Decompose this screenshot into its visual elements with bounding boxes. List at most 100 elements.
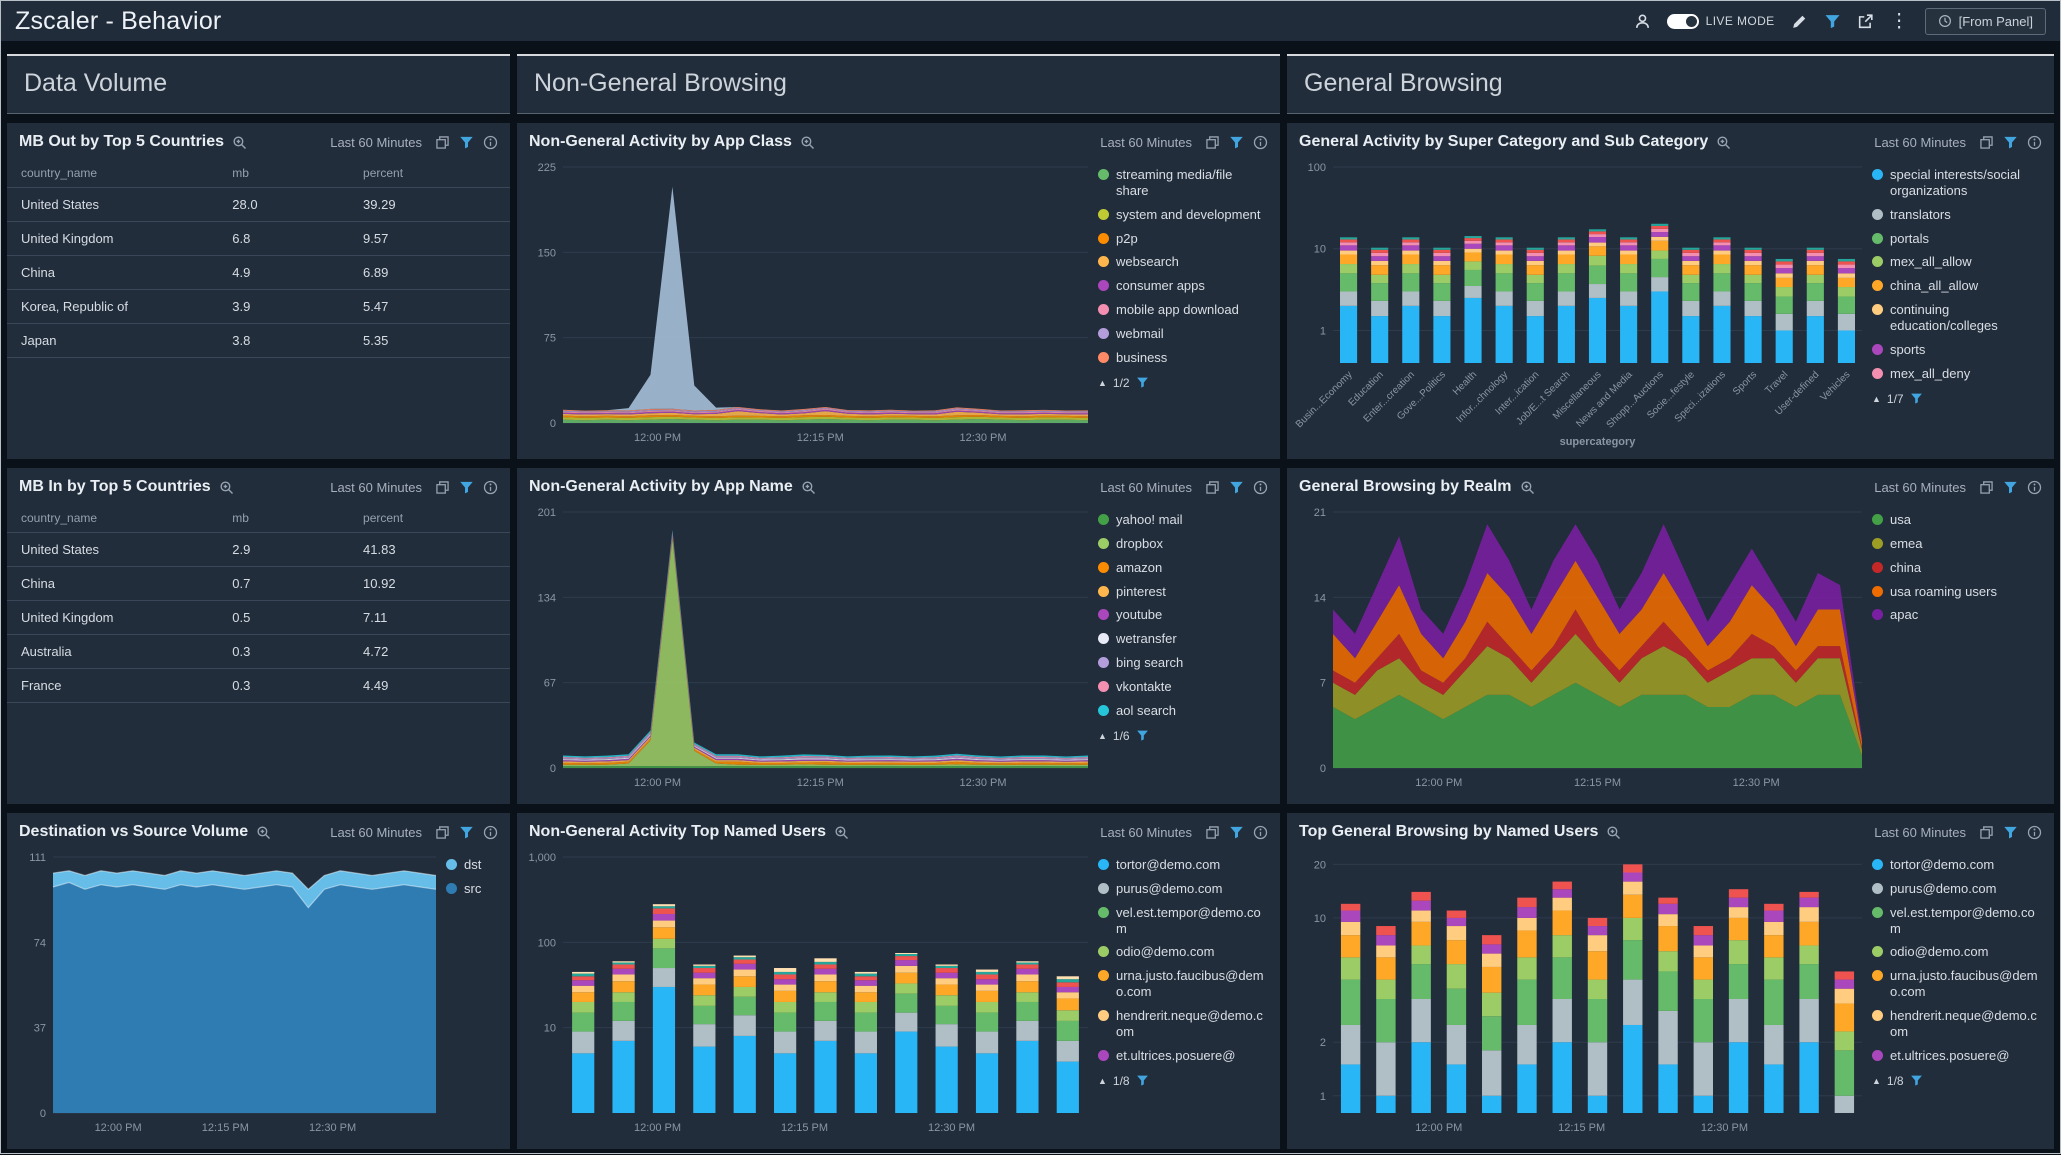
filter-icon[interactable] (459, 135, 474, 150)
share-icon[interactable] (1857, 13, 1874, 30)
pager-up-icon[interactable]: ▲ (1098, 378, 1107, 388)
filter-icon[interactable] (2003, 825, 2018, 840)
zoom-in-icon[interactable] (834, 825, 849, 840)
info-icon[interactable] (2027, 480, 2042, 495)
pencil-icon[interactable] (1791, 13, 1808, 30)
pager-up-icon[interactable]: ▲ (1098, 731, 1107, 741)
legend-item[interactable]: vkontakte (1098, 679, 1266, 695)
filter-icon[interactable] (1229, 480, 1244, 495)
legend-item[interactable]: odio@demo.com (1098, 944, 1266, 960)
info-icon[interactable] (2027, 825, 2042, 840)
panel-title[interactable]: Non-General Activity by App Class (529, 133, 792, 151)
copy-panel-icon[interactable] (1205, 825, 1220, 840)
time-range-label[interactable]: Last 60 Minutes (330, 480, 422, 495)
legend-item[interactable]: usa (1872, 512, 2040, 528)
time-range-label[interactable]: Last 60 Minutes (1100, 480, 1192, 495)
legend-item[interactable]: streaming media/file share (1098, 167, 1266, 199)
legend-item[interactable]: et.ultrices.posuere@ (1872, 1048, 2040, 1064)
pager-filter-icon[interactable] (1136, 1074, 1149, 1087)
kebab-menu-icon[interactable]: ⋮ (1890, 12, 1909, 31)
legend-item[interactable]: p2p (1098, 231, 1266, 247)
filter-icon[interactable] (1229, 825, 1244, 840)
pager-up-icon[interactable]: ▲ (1872, 394, 1881, 404)
legend-item[interactable]: sports (1872, 342, 2040, 358)
legend-item[interactable]: continuing education/colleges (1872, 302, 2040, 334)
person-icon[interactable] (1634, 13, 1651, 30)
zoom-in-icon[interactable] (1520, 480, 1535, 495)
copy-panel-icon[interactable] (435, 480, 450, 495)
panel-title[interactable]: Non-General Activity Top Named Users (529, 823, 826, 841)
copy-panel-icon[interactable] (1205, 135, 1220, 150)
zoom-in-icon[interactable] (1716, 135, 1731, 150)
zoom-in-icon[interactable] (1606, 825, 1621, 840)
time-range-label[interactable]: Last 60 Minutes (1100, 825, 1192, 840)
zoom-in-icon[interactable] (800, 135, 815, 150)
panel-title[interactable]: MB Out by Top 5 Countries (19, 133, 224, 151)
legend-item[interactable]: mobile app download (1098, 302, 1266, 318)
copy-panel-icon[interactable] (435, 135, 450, 150)
copy-panel-icon[interactable] (1979, 825, 1994, 840)
live-mode-toggle[interactable] (1667, 14, 1699, 29)
pager-up-icon[interactable]: ▲ (1872, 1076, 1881, 1086)
info-icon[interactable] (483, 135, 498, 150)
panel-title[interactable]: MB In by Top 5 Countries (19, 478, 211, 496)
time-range-label[interactable]: Last 60 Minutes (1874, 135, 1966, 150)
legend-item[interactable]: mex_all_deny (1872, 366, 2040, 382)
legend-item[interactable]: portals (1872, 231, 2040, 247)
legend-pager[interactable]: ▲1/8 (1098, 1074, 1266, 1088)
info-icon[interactable] (2027, 135, 2042, 150)
copy-panel-icon[interactable] (1979, 135, 1994, 150)
panel-title[interactable]: General Browsing by Realm (1299, 478, 1512, 496)
legend-item[interactable]: bing search (1098, 655, 1266, 671)
legend-item[interactable]: websearch (1098, 254, 1266, 270)
legend-item[interactable]: urna.justo.faucibus@demo.com (1872, 968, 2040, 1000)
filter-icon[interactable] (1229, 135, 1244, 150)
time-range-label[interactable]: Last 60 Minutes (1100, 135, 1192, 150)
panel-title[interactable]: Destination vs Source Volume (19, 823, 248, 841)
time-range-label[interactable]: Last 60 Minutes (330, 825, 422, 840)
info-icon[interactable] (1253, 825, 1268, 840)
legend-item[interactable]: src (446, 881, 496, 897)
legend-item[interactable]: purus@demo.com (1872, 881, 2040, 897)
legend-item[interactable]: hendrerit.neque@demo.com (1872, 1008, 2040, 1040)
legend-item[interactable]: vel.est.tempor@demo.com (1098, 905, 1266, 937)
legend-item[interactable]: webmail (1098, 326, 1266, 342)
legend-item[interactable]: system and development (1098, 207, 1266, 223)
legend-item[interactable]: wetransfer (1098, 631, 1266, 647)
from-panel-button[interactable]: [From Panel] (1925, 8, 2046, 35)
legend-item[interactable]: hendrerit.neque@demo.com (1098, 1008, 1266, 1040)
funnel-icon[interactable] (1824, 13, 1841, 30)
legend-item[interactable]: consumer apps (1098, 278, 1266, 294)
legend-item[interactable]: vel.est.tempor@demo.com (1872, 905, 2040, 937)
legend-item[interactable]: emea (1872, 536, 2040, 552)
filter-icon[interactable] (459, 480, 474, 495)
legend-pager[interactable]: ▲1/7 (1872, 392, 2040, 406)
legend-item[interactable]: aol search (1098, 703, 1266, 719)
legend-pager[interactable]: ▲1/2 (1098, 376, 1266, 390)
legend-pager[interactable]: ▲1/8 (1872, 1074, 2040, 1088)
legend-item[interactable]: business (1098, 350, 1266, 366)
legend-item[interactable]: youtube (1098, 607, 1266, 623)
filter-icon[interactable] (2003, 135, 2018, 150)
legend-item[interactable]: et.ultrices.posuere@ (1098, 1048, 1266, 1064)
legend-item[interactable]: pinterest (1098, 584, 1266, 600)
pager-filter-icon[interactable] (1136, 729, 1149, 742)
legend-item[interactable]: usa roaming users (1872, 584, 2040, 600)
pager-filter-icon[interactable] (1136, 376, 1149, 389)
time-range-label[interactable]: Last 60 Minutes (1874, 825, 1966, 840)
legend-item[interactable]: urna.justo.faucibus@demo.com (1098, 968, 1266, 1000)
legend-item[interactable]: tortor@demo.com (1098, 857, 1266, 873)
filter-icon[interactable] (459, 825, 474, 840)
legend-item[interactable]: china_all_allow (1872, 278, 2040, 294)
